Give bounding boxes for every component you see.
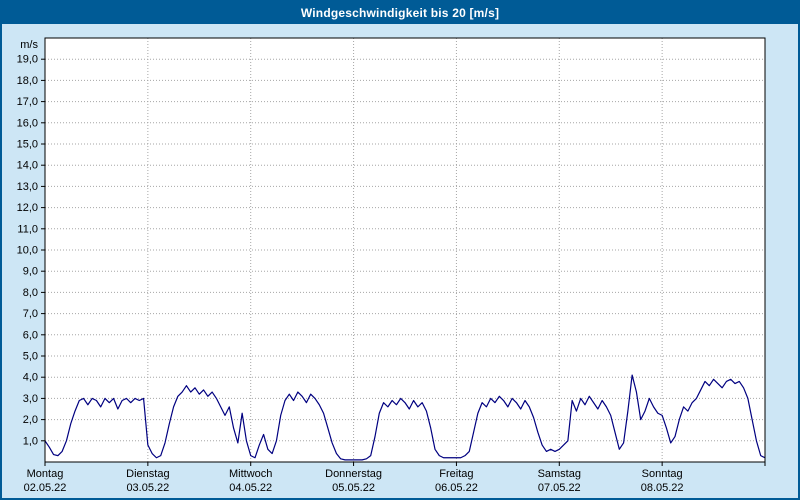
y-tick-label: 13,0: [17, 181, 38, 193]
x-day-label: Mittwoch: [229, 468, 272, 480]
x-date-label: 03.05.22: [126, 482, 169, 494]
x-day-label: Donnerstag: [325, 468, 382, 480]
y-tick-label: 10,0: [17, 245, 38, 257]
y-tick-label: 19,0: [17, 54, 38, 66]
plot-border: [44, 37, 766, 463]
x-day-label: Sonntag: [642, 468, 683, 480]
y-tick-label: 8,0: [23, 287, 38, 299]
y-tick-label: 15,0: [17, 139, 38, 151]
x-date-label: 06.05.22: [435, 482, 478, 494]
x-day-label: Freitag: [439, 468, 473, 480]
wind-speed-chart: 19,0 18,0 17,0 16,0 15,0 14,0 13,0 12,0 11,0 10,0…: [17, 37, 766, 494]
y-tick-label: 16,0: [17, 117, 38, 129]
x-date-label: 08.05.22: [641, 482, 684, 494]
y-tick-label: 7,0: [23, 308, 38, 320]
x-day-label: Samstag: [538, 468, 581, 480]
x-day-label: Dienstag: [126, 468, 169, 480]
y-tick-label: 17,0: [17, 96, 38, 108]
x-date-label: 04.05.22: [229, 482, 272, 494]
y-tick-label: 9,0: [23, 266, 38, 278]
y-tick-label: 11,0: [17, 223, 38, 235]
x-day-label: Montag: [27, 468, 64, 480]
y-tick-label: 1,0: [23, 435, 38, 447]
x-date-label: 02.05.22: [24, 482, 67, 494]
chart-title: Windgeschwindigkeit bis 20 [m/s]: [2, 2, 798, 24]
y-tick-label: 12,0: [17, 202, 38, 214]
y-tick-label: 6,0: [23, 329, 38, 341]
y-axis-unit-label: m/s: [20, 39, 38, 51]
y-tick-label: 2,0: [23, 414, 38, 426]
wind-speed-line: [44, 374, 766, 461]
y-tick-label: 4,0: [23, 372, 38, 384]
x-date-label: 05.05.22: [332, 482, 375, 494]
y-tick-label: 3,0: [23, 393, 38, 405]
x-date-label: 07.05.22: [538, 482, 581, 494]
y-tick-label: 14,0: [17, 160, 38, 172]
y-tick-label: 5,0: [23, 351, 38, 363]
y-tick-label: 18,0: [17, 75, 38, 87]
